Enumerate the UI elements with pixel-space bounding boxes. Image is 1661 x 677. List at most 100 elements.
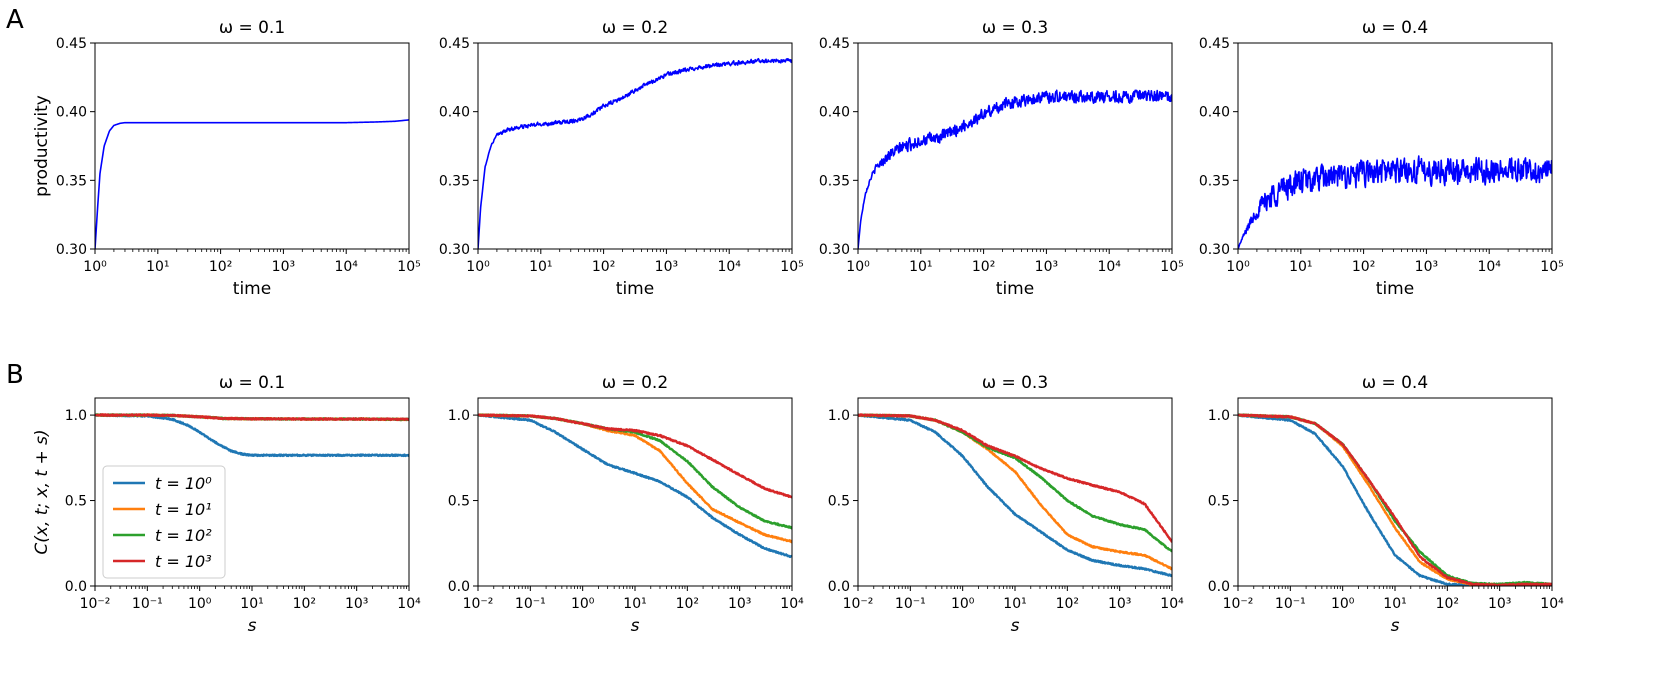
- chart-title: ω = 0.2: [602, 18, 668, 38]
- x-tick-label: 10⁻¹: [515, 596, 546, 612]
- x-tick-label: 10²: [1352, 259, 1375, 275]
- series-line-4: [1238, 413, 1552, 586]
- y-tick-label: 0.0: [1208, 579, 1230, 595]
- x-axis-label: time: [996, 279, 1034, 299]
- y-tick-label: 0.40: [56, 105, 87, 121]
- x-tick-label: 10¹: [909, 259, 932, 275]
- chart-b-2: ω = 0.2 10⁻² 10⁻¹ 10⁰ 10¹ 10² 10³ 10⁴ 0.0 0.5 1.0 s: [448, 373, 804, 636]
- series-group: [478, 57, 792, 249]
- x-tick-label: 10³: [655, 259, 678, 275]
- x-tick-label: 10⁰: [1226, 259, 1250, 275]
- x-axis-label: s: [1011, 616, 1020, 636]
- x-tick-label: 10⁴: [1477, 259, 1501, 275]
- x-tick-label: 10²: [209, 259, 232, 275]
- y-tick-label: 0.45: [1199, 36, 1230, 52]
- x-tick-label: 10³: [1035, 259, 1058, 275]
- y-tick-label: 0.35: [56, 173, 87, 189]
- axes-frame: [1237, 397, 1553, 587]
- series-group: [858, 413, 1172, 578]
- series-line-1: [95, 119, 409, 249]
- x-tick-label: 10²: [1436, 596, 1459, 612]
- panel-letter-a: A: [6, 5, 24, 35]
- series-line-4: [858, 413, 1172, 543]
- series-line-4: [478, 413, 792, 499]
- y-tick-label: 0.45: [56, 36, 87, 52]
- x-axis-label: s: [631, 616, 640, 636]
- x-tick-label: 10⁴: [334, 259, 358, 275]
- chart-title: ω = 0.2: [602, 373, 668, 393]
- x-tick-label: 10³: [728, 596, 751, 612]
- series-group: [1238, 155, 1552, 249]
- series-line-2: [1238, 413, 1552, 586]
- x-tick-label: 10³: [1108, 596, 1131, 612]
- y-tick-label: 0.5: [448, 494, 470, 510]
- x-tick-label: 10⁵: [780, 259, 803, 275]
- x-tick-label: 10⁻²: [1223, 596, 1254, 612]
- series-line-1: [478, 413, 792, 559]
- axes-frame: [1237, 42, 1553, 250]
- series-group: [858, 89, 1172, 249]
- x-tick-label: 10²: [293, 596, 316, 612]
- chart-b-3: ω = 0.3 10⁻² 10⁻¹ 10⁰ 10¹ 10² 10³ 10⁴ 0.0 0.5 1.0 s: [828, 373, 1184, 636]
- y-tick-label: 0.0: [828, 579, 850, 595]
- x-tick-label: 10⁰: [571, 596, 595, 612]
- x-axis-label: time: [616, 279, 654, 299]
- x-tick-label: 10⁴: [397, 596, 421, 612]
- x-tick-label: 10²: [1056, 596, 1079, 612]
- chart-title: ω = 0.3: [982, 373, 1048, 393]
- x-tick-label: 10⁰: [466, 259, 490, 275]
- series-line-4: [95, 413, 409, 422]
- legend-label-3: t = 10²: [155, 526, 212, 545]
- x-tick-label: 10³: [345, 596, 368, 612]
- x-tick-label: 10⁴: [1097, 259, 1121, 275]
- x-tick-label: 10¹: [1383, 596, 1406, 612]
- series-group: [95, 413, 409, 458]
- y-tick-label: 0.30: [1199, 242, 1230, 258]
- y-tick-label: 0.0: [448, 579, 470, 595]
- x-tick-label: 10⁴: [717, 259, 741, 275]
- plots: ω = 0.1 10⁰ 10¹ 10² 10³ 10⁴ 10⁵ 0.30 0.35 0.40 0.4…: [32, 18, 1564, 636]
- x-tick-label: 10⁻²: [463, 596, 494, 612]
- series-line-2: [858, 413, 1172, 571]
- axes-frame: [94, 42, 410, 250]
- x-tick-label: 10¹: [146, 259, 169, 275]
- x-tick-label: 10¹: [1289, 259, 1312, 275]
- y-tick-label: 0.30: [819, 242, 850, 258]
- chart-title: ω = 0.3: [982, 18, 1048, 38]
- x-axis-label: s: [248, 616, 257, 636]
- chart-a-2: ω = 0.2 10⁰ 10¹ 10² 10³ 10⁴ 10⁵ 0.30 0.35 0.40 0.4…: [439, 18, 804, 299]
- y-tick-label: 0.35: [1199, 173, 1230, 189]
- chart-b-4: ω = 0.4 10⁻² 10⁻¹ 10⁰ 10¹ 10² 10³ 10⁴ 0.0 0.5 1.0 s: [1208, 373, 1564, 636]
- y-tick-label: 1.0: [828, 408, 850, 424]
- legend-box: [102, 465, 226, 579]
- x-axis-label: time: [1376, 279, 1414, 299]
- series-group: [478, 413, 792, 559]
- x-tick-label: 10⁴: [1540, 596, 1564, 612]
- y-tick-label: 0.5: [828, 494, 850, 510]
- series-line-1: [478, 57, 792, 249]
- x-tick-label: 10³: [272, 259, 295, 275]
- y-tick-label: 0.35: [439, 173, 470, 189]
- x-tick-label: 10⁻¹: [895, 596, 926, 612]
- chart-a-4: ω = 0.4 10⁰ 10¹ 10² 10³ 10⁴ 10⁵ 0.30 0.35 0.40 0.4…: [1199, 18, 1564, 299]
- series-line-3: [1238, 413, 1552, 586]
- series-line-1: [1238, 155, 1552, 249]
- x-axis-label: time: [233, 279, 271, 299]
- chart-title: ω = 0.4: [1362, 18, 1428, 38]
- axes-frame: [94, 397, 410, 587]
- y-tick-label: 0.35: [819, 173, 850, 189]
- y-axis-label: C(x, t; x, t + s): [32, 429, 52, 554]
- series-line-1: [858, 413, 1172, 578]
- x-tick-label: 10⁰: [846, 259, 870, 275]
- x-tick-label: 10⁻¹: [132, 596, 163, 612]
- y-tick-label: 0.40: [819, 105, 850, 121]
- legend-label-4: t = 10³: [155, 552, 212, 571]
- series-group: [1238, 413, 1552, 586]
- x-tick-label: 10²: [972, 259, 995, 275]
- x-tick-label: 10²: [592, 259, 615, 275]
- x-tick-label: 10⁰: [1331, 596, 1355, 612]
- x-tick-label: 10⁵: [1160, 259, 1183, 275]
- x-tick-label: 10¹: [623, 596, 646, 612]
- series-group: [95, 119, 409, 249]
